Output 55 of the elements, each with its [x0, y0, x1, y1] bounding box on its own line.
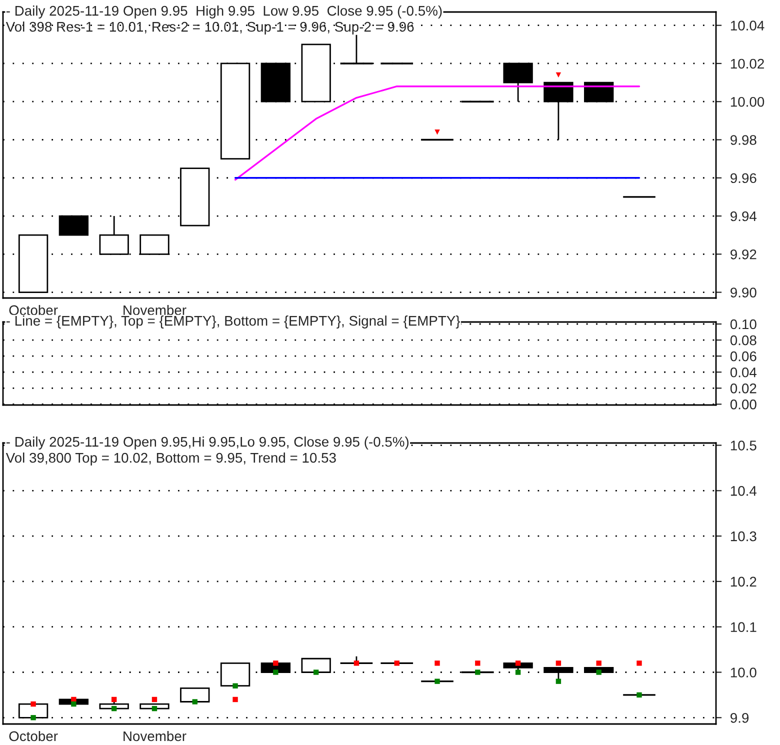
point [30, 701, 36, 707]
point [515, 660, 521, 666]
point [273, 670, 278, 675]
point [111, 696, 117, 702]
point [30, 715, 36, 720]
y-tick-label: 9.98 [730, 135, 756, 145]
point [152, 706, 158, 712]
y-tick-label: 9.94 [730, 211, 757, 222]
y-tick-label: 9.90 [730, 288, 756, 298]
y-tick-label: 0.00 [730, 400, 756, 410]
point [232, 696, 238, 702]
y-tick-label: 0.02 [730, 383, 756, 394]
text: Vol 398 Res-1 = 10.01, Res-2 = 10.01, Sup-1 = 9.96, Sup-2 = 9.96 [6, 22, 414, 34]
y-tick-label: 10.5 [730, 440, 756, 450]
point [273, 660, 278, 666]
point [354, 660, 360, 666]
point [596, 670, 602, 675]
y-tick-label: 9.92 [730, 249, 756, 260]
point [313, 670, 319, 675]
point [434, 660, 440, 666]
point [556, 660, 562, 666]
point [475, 660, 480, 666]
category-label: October [9, 730, 58, 742]
y-tick-label: 0.06 [730, 351, 756, 362]
y-tick-label: 9.9 [730, 712, 749, 723]
category-label: November [124, 304, 186, 316]
category-label: November [124, 730, 186, 742]
point [111, 706, 117, 712]
point [192, 699, 198, 704]
y-tick-label: 10.3 [730, 531, 756, 542]
chart-title: - Daily 2025-11-19 Open 9.95,Hi 9.95,Lo 9.95, Close 9.95 (-0.5%) [6, 436, 409, 450]
line-series [234, 86, 640, 181]
y-tick-label: 9.96 [730, 173, 756, 184]
point [71, 696, 76, 702]
y-tick-label: 10.4 [730, 486, 757, 496]
point [556, 678, 562, 684]
y-tick-label: 10.1 [730, 622, 756, 632]
y-tick-label: 10.0 [730, 668, 756, 678]
y-tick-label: 0.10 [730, 319, 756, 330]
y-tick-label: 0.08 [730, 335, 756, 346]
point [71, 701, 76, 707]
point [596, 660, 602, 666]
y-tick-label: 0.04 [730, 367, 757, 378]
point [232, 683, 238, 688]
point [152, 696, 158, 702]
y-tick-label: 10.2 [730, 576, 756, 587]
point [636, 660, 642, 666]
chart-title: - Daily 2025-11-19 Open 9.95 High 9.95 Low 9.95 Close 9.95 (-0.5%) [6, 6, 442, 18]
y-tick-label: 10.02 [730, 58, 764, 69]
text: Vol 39,800 Top = 10.02, Bottom = 9.95, Trend = 10.53 [6, 452, 336, 466]
point [515, 670, 521, 675]
y-tick-label: 10.04 [730, 20, 764, 31]
category-label: October [9, 304, 58, 316]
chart-title: - Line = {EMPTY}, Top = {EMPTY}, Bottom = {EMPTY}, Signal = {EMPTY} [6, 316, 460, 328]
y-tick-label: 10.00 [730, 96, 764, 107]
